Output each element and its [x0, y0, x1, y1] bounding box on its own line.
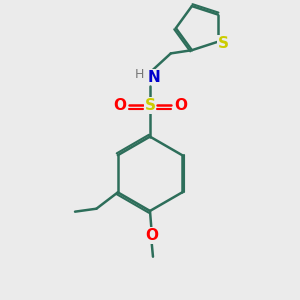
- Text: O: O: [113, 98, 126, 113]
- Text: S: S: [145, 98, 155, 113]
- Text: O: O: [174, 98, 187, 113]
- Text: O: O: [145, 228, 158, 243]
- Text: H: H: [135, 68, 144, 81]
- Text: N: N: [147, 70, 160, 85]
- Text: S: S: [218, 36, 229, 51]
